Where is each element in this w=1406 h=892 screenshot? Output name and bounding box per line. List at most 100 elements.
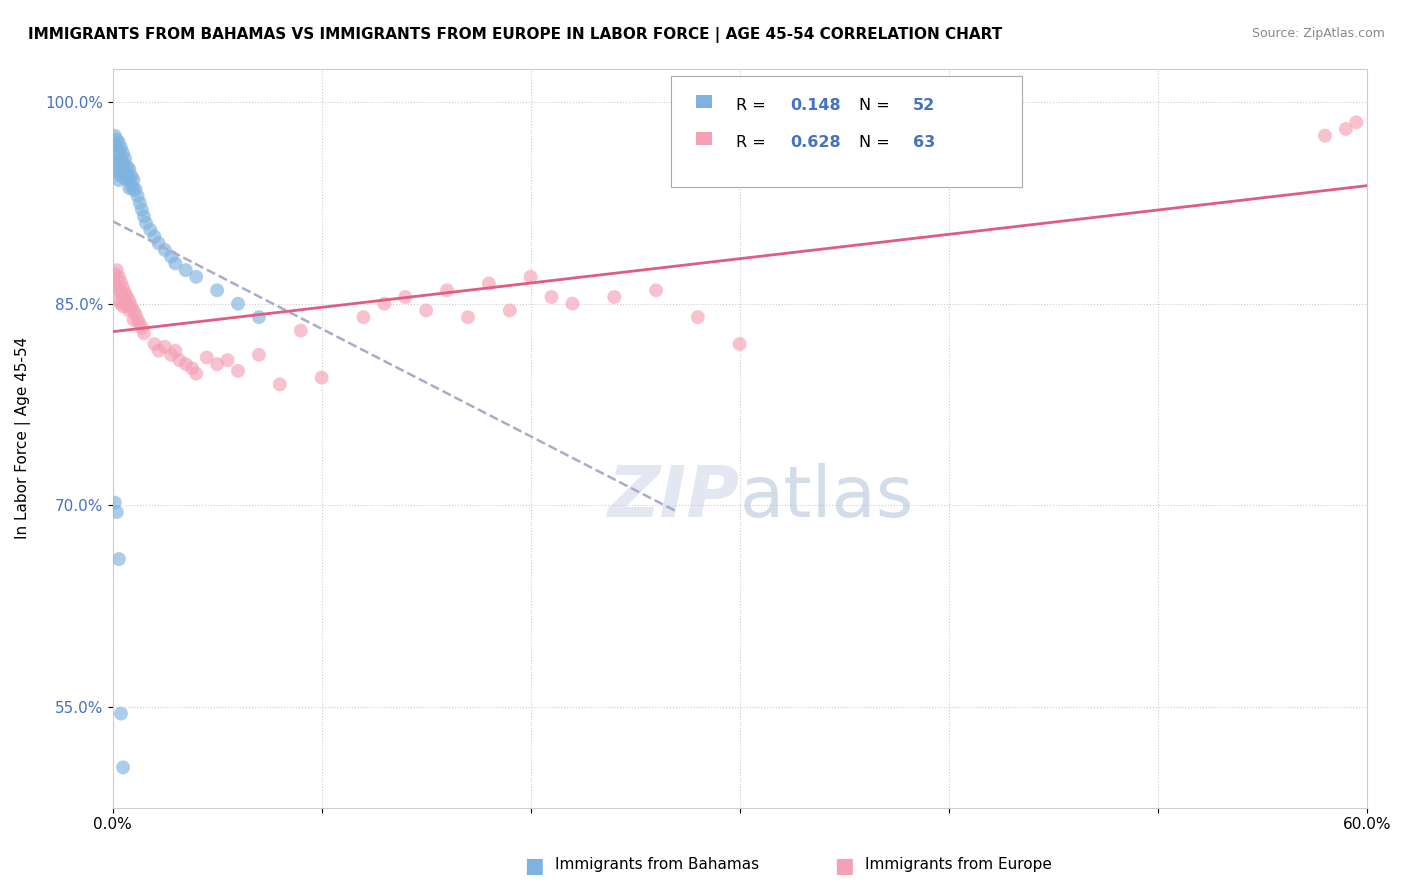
Point xyxy=(110,296,132,310)
Point xyxy=(115,160,138,174)
Point xyxy=(108,173,131,187)
Point xyxy=(112,280,135,294)
Point xyxy=(1313,128,1336,143)
Point xyxy=(114,293,136,308)
Point xyxy=(269,377,291,392)
Point xyxy=(120,169,142,183)
FancyBboxPatch shape xyxy=(671,76,1022,186)
Point xyxy=(118,173,141,187)
Point xyxy=(165,256,187,270)
Point xyxy=(114,152,136,166)
Point xyxy=(110,141,132,155)
Point xyxy=(217,353,239,368)
Point xyxy=(148,236,170,251)
FancyBboxPatch shape xyxy=(696,95,711,109)
Point xyxy=(519,269,541,284)
Point xyxy=(128,195,150,210)
Text: 63: 63 xyxy=(912,135,935,150)
Point xyxy=(112,299,135,313)
Point xyxy=(1346,115,1368,129)
Point xyxy=(160,348,183,362)
Point xyxy=(115,290,138,304)
Text: R =: R = xyxy=(735,135,770,150)
Text: Immigrants from Bahamas: Immigrants from Bahamas xyxy=(555,857,759,872)
Point xyxy=(112,760,135,774)
Point xyxy=(645,283,668,297)
Text: 52: 52 xyxy=(912,98,935,113)
Point xyxy=(131,202,153,217)
Point xyxy=(122,182,145,196)
Point xyxy=(105,133,128,147)
Point xyxy=(290,324,312,338)
Point xyxy=(105,162,128,177)
Point xyxy=(110,275,132,289)
Point xyxy=(561,296,583,310)
Point xyxy=(118,293,141,308)
Text: Immigrants from Europe: Immigrants from Europe xyxy=(865,857,1052,872)
Point xyxy=(122,303,145,318)
Point xyxy=(115,169,138,183)
Text: 0.628: 0.628 xyxy=(790,135,841,150)
Point xyxy=(603,290,626,304)
Point xyxy=(226,364,249,378)
Text: Source: ZipAtlas.com: Source: ZipAtlas.com xyxy=(1251,27,1385,40)
Point xyxy=(540,290,562,304)
Point xyxy=(226,296,249,310)
Point xyxy=(108,269,131,284)
Point xyxy=(128,317,150,331)
Point xyxy=(169,353,191,368)
Point xyxy=(195,351,218,365)
Point xyxy=(124,308,146,322)
Point xyxy=(112,290,135,304)
Point xyxy=(108,145,131,159)
Point xyxy=(153,243,176,257)
Point xyxy=(105,505,128,519)
Point xyxy=(478,277,501,291)
Point xyxy=(181,361,204,376)
Point xyxy=(110,706,132,721)
Point xyxy=(174,263,197,277)
Point xyxy=(457,310,479,325)
Point xyxy=(132,326,155,341)
Point xyxy=(122,173,145,187)
Point xyxy=(114,171,136,186)
Point xyxy=(114,162,136,177)
Point xyxy=(352,310,374,325)
Point xyxy=(104,277,127,291)
Text: atlas: atlas xyxy=(740,463,914,532)
Text: N =: N = xyxy=(859,98,894,113)
Point xyxy=(114,285,136,300)
Point xyxy=(728,337,751,351)
Point xyxy=(373,296,395,310)
Point xyxy=(108,552,131,566)
Point xyxy=(139,223,162,237)
Text: IMMIGRANTS FROM BAHAMAS VS IMMIGRANTS FROM EUROPE IN LABOR FORCE | AGE 45-54 COR: IMMIGRANTS FROM BAHAMAS VS IMMIGRANTS FR… xyxy=(28,27,1002,43)
Point xyxy=(115,299,138,313)
Point xyxy=(186,367,208,381)
Point xyxy=(143,229,166,244)
Text: ZIP: ZIP xyxy=(607,463,740,532)
Point xyxy=(247,310,270,325)
Text: ■: ■ xyxy=(834,856,853,876)
Point xyxy=(108,136,131,150)
Point xyxy=(247,348,270,362)
Text: ■: ■ xyxy=(524,856,544,876)
Point xyxy=(186,269,208,284)
Point xyxy=(436,283,458,297)
Point xyxy=(131,321,153,335)
Point xyxy=(499,303,522,318)
Text: N =: N = xyxy=(859,135,894,150)
Point xyxy=(127,313,149,327)
Point xyxy=(104,138,127,153)
Point xyxy=(112,155,135,169)
Point xyxy=(118,162,141,177)
Point xyxy=(118,181,141,195)
Y-axis label: In Labor Force | Age 45-54: In Labor Force | Age 45-54 xyxy=(15,337,31,540)
Point xyxy=(108,165,131,179)
Point xyxy=(104,495,127,509)
Point xyxy=(104,128,127,143)
Point xyxy=(205,283,228,297)
Point xyxy=(110,152,132,166)
Point xyxy=(124,182,146,196)
Point xyxy=(143,337,166,351)
